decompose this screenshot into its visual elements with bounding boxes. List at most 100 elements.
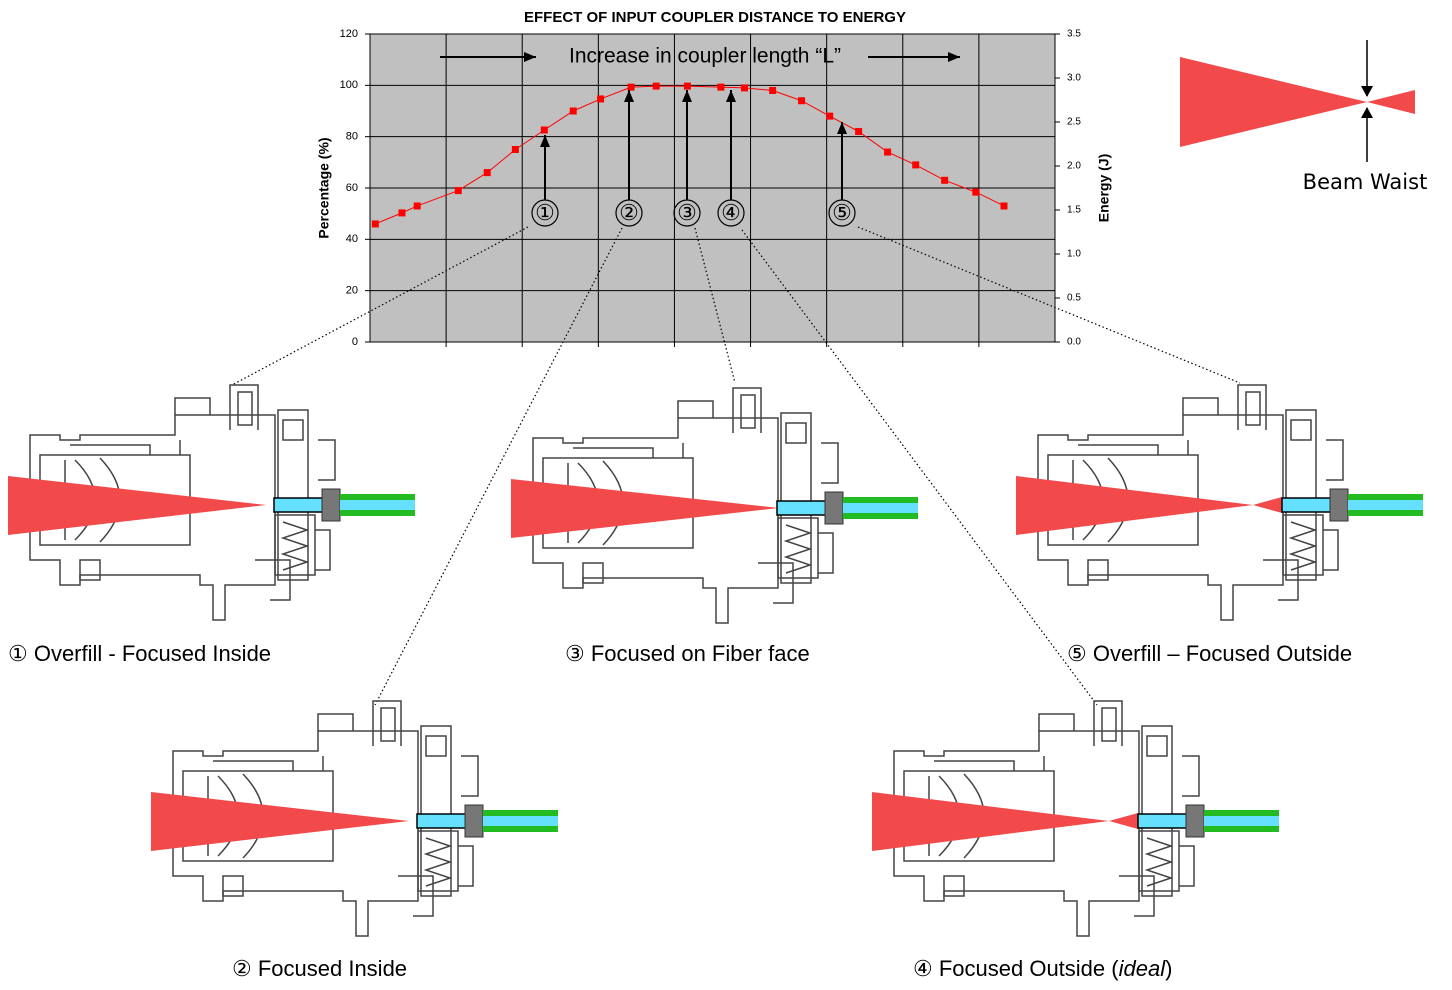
housing-outline — [426, 838, 450, 886]
housing-outline — [1179, 846, 1194, 886]
caption-part: ② Focused Inside — [232, 956, 407, 981]
caption-part: ⑤ Overfill – Focused Outside — [1067, 641, 1352, 666]
y-tick-label: 60 — [346, 182, 358, 194]
diagram-caption: ⑤ Overfill – Focused Outside — [1067, 641, 1352, 666]
chart-title: EFFECT OF INPUT COUPLER DISTANCE TO ENER… — [524, 9, 906, 26]
fiber-connector — [1330, 489, 1348, 521]
y-axis-label: Percentage (%) — [316, 137, 332, 238]
laser-beam — [1109, 813, 1138, 829]
coupler-diagram — [8, 385, 415, 620]
marker-label: ③ — [677, 200, 697, 225]
housing-outline — [318, 440, 335, 480]
beam-waist-icon: Beam Waist — [1180, 40, 1427, 194]
fiber-cable-core — [1204, 816, 1279, 826]
housing-outline — [934, 761, 1014, 771]
fiber-core — [1138, 814, 1188, 828]
data-point — [826, 113, 833, 120]
housing-outline — [461, 756, 478, 796]
data-point — [855, 128, 862, 135]
housing-outline — [741, 395, 755, 428]
y-tick-label: 20 — [346, 285, 358, 297]
housing-outline — [1078, 445, 1158, 455]
data-point — [628, 84, 635, 91]
fiber-core — [274, 498, 324, 512]
diagram-caption: ③ Focused on Fiber face — [565, 641, 810, 666]
laser-beam — [511, 479, 779, 538]
data-point — [455, 187, 462, 194]
coupler-diagram — [151, 701, 558, 936]
housing-outline — [283, 420, 303, 440]
y2-tick-label: 0.0 — [1067, 337, 1081, 348]
y-tick-label: 40 — [346, 233, 358, 245]
y2-tick-label: 0.5 — [1067, 293, 1081, 304]
data-point — [769, 87, 776, 94]
marker-label: ① — [535, 200, 555, 225]
y2-tick-label: 2.0 — [1067, 161, 1081, 172]
data-point — [972, 189, 979, 196]
data-point — [717, 84, 724, 91]
housing-outline — [223, 876, 243, 896]
housing-outline — [1183, 398, 1218, 415]
caption-part: ④ Focused Outside ( — [913, 956, 1119, 981]
fiber-cable-core — [340, 500, 415, 510]
housing-outline — [1147, 736, 1167, 756]
diagram-caption: ④ Focused Outside (ideal) — [913, 956, 1172, 981]
laser-beam — [8, 476, 266, 535]
fiber-connector — [465, 805, 483, 837]
housing-outline — [1039, 714, 1074, 731]
y2-axis-label: Energy (J) — [1096, 154, 1112, 222]
housing-outline — [283, 522, 307, 570]
diagram-caption: ① Overfill - Focused Inside — [8, 641, 271, 666]
y2-tick-label: 1.0 — [1067, 249, 1081, 260]
housing-outline — [80, 560, 100, 580]
marker-label: ④ — [721, 200, 741, 225]
coupler-diagram — [1016, 385, 1423, 620]
housing-outline — [381, 708, 395, 741]
housing-outline — [426, 736, 446, 756]
laser-beam — [151, 792, 409, 851]
data-point — [570, 108, 577, 115]
data-point — [484, 169, 491, 176]
data-point — [1001, 202, 1008, 209]
housing-outline — [70, 445, 150, 455]
housing-outline — [573, 448, 653, 458]
housing-outline — [1246, 392, 1260, 425]
data-point — [414, 202, 421, 209]
housing-outline — [1102, 708, 1116, 741]
coupler-diagram — [872, 701, 1279, 936]
beam-waist-label: Beam Waist — [1303, 170, 1428, 194]
housing-outline — [1323, 530, 1338, 570]
housing-outline — [175, 398, 210, 415]
marker-label: ② — [619, 200, 639, 225]
fiber-connector — [1186, 805, 1204, 837]
housing-outline — [458, 846, 473, 886]
housing-outline — [678, 401, 713, 418]
housing-outline — [786, 423, 806, 443]
fiber-connector — [825, 492, 843, 524]
fiber-cable-core — [483, 816, 558, 826]
data-point — [941, 177, 948, 184]
data-point — [798, 97, 805, 104]
housing-outline — [1291, 420, 1311, 440]
housing-outline — [1182, 756, 1199, 796]
caption-part: ① Overfill - Focused Inside — [8, 641, 271, 666]
data-point — [541, 126, 548, 133]
y-tick-label: 100 — [340, 79, 358, 91]
diagram-caption: ② Focused Inside — [232, 956, 407, 981]
housing-outline — [786, 525, 810, 573]
laser-beam — [872, 792, 1109, 851]
fiber-core — [417, 814, 467, 828]
fiber-core — [1282, 498, 1332, 512]
data-point — [597, 95, 604, 102]
data-point — [398, 209, 405, 216]
laser-beam — [1253, 497, 1282, 513]
y-tick-label: 0 — [352, 336, 358, 348]
y2-tick-label: 2.5 — [1067, 117, 1081, 128]
data-point — [684, 83, 691, 90]
y2-tick-label: 3.5 — [1067, 29, 1081, 40]
caption-part: ideal — [1119, 956, 1167, 981]
fiber-cable-core — [1348, 500, 1423, 510]
data-point — [884, 149, 891, 156]
y2-tick-label: 3.0 — [1067, 73, 1081, 84]
y-tick-label: 120 — [340, 28, 358, 40]
